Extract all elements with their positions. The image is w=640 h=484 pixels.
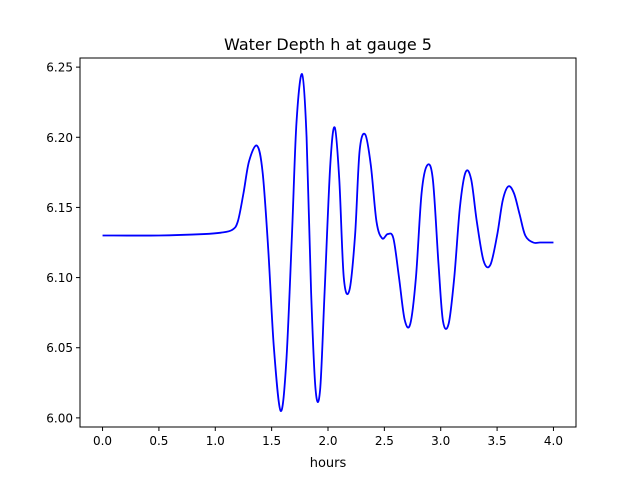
series-line bbox=[102, 73, 554, 412]
x-axis-label: hours bbox=[310, 456, 347, 471]
x-tick-label: 3.5 bbox=[488, 434, 507, 448]
y-tick-label: 6.20 bbox=[46, 131, 73, 145]
y-tick-label: 6.00 bbox=[46, 411, 73, 425]
x-tick-label: 1.0 bbox=[206, 434, 225, 448]
series-layer bbox=[102, 73, 554, 412]
x-tick-label: 4.0 bbox=[544, 434, 563, 448]
plot-frame bbox=[79, 57, 577, 428]
y-tick-label: 6.10 bbox=[46, 271, 73, 285]
x-tick-label: 0.0 bbox=[93, 434, 112, 448]
chart-title: Water Depth h at gauge 5 bbox=[224, 35, 432, 54]
axis-ticks: 0.0 0.5 1.0 1.5 2.0 2.5 3.0 3.5 4.0 6.00 6.05 6.10 6… bbox=[46, 61, 563, 448]
x-tick-label: 1.5 bbox=[262, 434, 281, 448]
y-tick-label: 6.05 bbox=[46, 341, 73, 355]
x-tick-label: 2.5 bbox=[375, 434, 394, 448]
x-tick-label: 2.0 bbox=[318, 434, 337, 448]
y-tick-label: 6.25 bbox=[46, 61, 73, 75]
y-tick-label: 6.15 bbox=[46, 201, 73, 215]
x-tick-label: 0.5 bbox=[149, 434, 168, 448]
x-tick-label: 3.0 bbox=[431, 434, 450, 448]
